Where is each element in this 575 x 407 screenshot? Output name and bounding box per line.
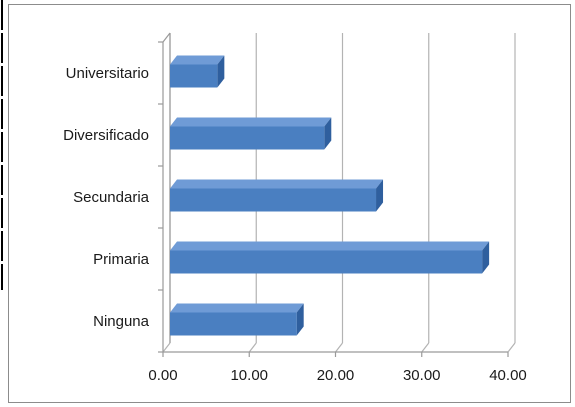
y-axis-top-cap xyxy=(162,32,171,43)
bar-side-face xyxy=(296,303,304,336)
bar xyxy=(170,126,325,150)
gridline-floor xyxy=(248,342,257,353)
gridline-floor xyxy=(421,342,430,353)
gridline-floor xyxy=(162,342,171,353)
bar-side-face xyxy=(217,55,225,88)
bar-top-face xyxy=(170,303,304,313)
bar xyxy=(170,64,218,88)
bar-top-face xyxy=(170,117,332,127)
bar-top-face xyxy=(170,55,225,65)
category-label: Diversificado xyxy=(63,127,149,144)
bar-top-face xyxy=(170,241,490,251)
gridline-floor xyxy=(335,342,343,353)
bars xyxy=(170,55,490,336)
category-label: Secundaria xyxy=(73,189,150,206)
gridline-floor xyxy=(507,342,516,353)
x-tick-label: 10.00 xyxy=(230,367,268,384)
category-label: Universitario xyxy=(66,65,149,82)
bar xyxy=(170,250,483,274)
bar-side-face xyxy=(482,241,490,274)
labels: Ninguna Primaria Secundaria Diversificado Un… xyxy=(63,65,527,384)
x-tick-label: 20.00 xyxy=(317,367,355,384)
bar-side-face xyxy=(376,179,384,212)
category-label: Primaria xyxy=(93,251,149,268)
bar-top-face xyxy=(170,179,384,189)
x-tick-label: 40.00 xyxy=(489,367,527,384)
bar xyxy=(170,188,377,212)
category-label: Ninguna xyxy=(93,313,150,330)
bar-side-face xyxy=(324,117,332,150)
x-tick-label: 30.00 xyxy=(403,367,441,384)
bar xyxy=(170,312,297,336)
x-tick-label: 0.00 xyxy=(148,367,177,384)
